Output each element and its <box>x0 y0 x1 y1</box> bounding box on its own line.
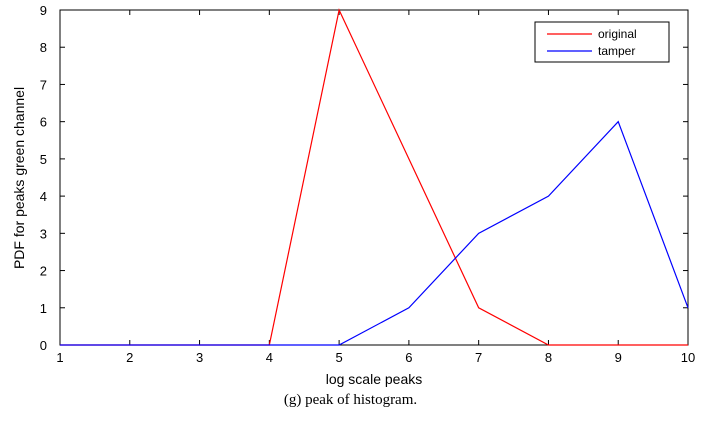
y-tick-label: 2 <box>40 264 47 279</box>
x-tick-label: 5 <box>335 350 342 365</box>
y-axis-label: PDF for peaks green channel <box>11 87 27 269</box>
legend-box <box>534 21 670 63</box>
x-tick-label: 10 <box>681 350 695 365</box>
figure-caption: (g) peak of histogram. <box>283 392 418 408</box>
y-tick-label: 9 <box>40 3 47 18</box>
x-tick-label: 4 <box>266 350 273 365</box>
x-axis-label: log scale peaks <box>326 371 423 387</box>
y-tick-label: 0 <box>40 338 47 353</box>
plot-area <box>59 9 689 346</box>
x-tick-label: 7 <box>475 350 482 365</box>
y-tick-label: 6 <box>40 115 47 130</box>
legend: original tamper <box>534 21 670 63</box>
y-tick-label: 8 <box>40 40 47 55</box>
legend-label-tamper: tamper <box>598 44 635 58</box>
y-tick-label: 5 <box>40 152 47 167</box>
legend-label-original: original <box>598 27 637 41</box>
y-tick-label: 1 <box>40 301 47 316</box>
x-tick-label: 2 <box>126 350 133 365</box>
x-tick-label: 3 <box>196 350 203 365</box>
y-tick-label: 4 <box>40 189 47 204</box>
x-tick-label: 8 <box>545 350 552 365</box>
series-line-tamper <box>60 120 689 346</box>
x-tick-label: 1 <box>56 350 63 365</box>
y-tick-label: 3 <box>40 226 47 241</box>
y-tick-label: 7 <box>40 77 47 92</box>
x-tick-label: 6 <box>405 350 412 365</box>
x-tick-label: 9 <box>615 350 622 365</box>
